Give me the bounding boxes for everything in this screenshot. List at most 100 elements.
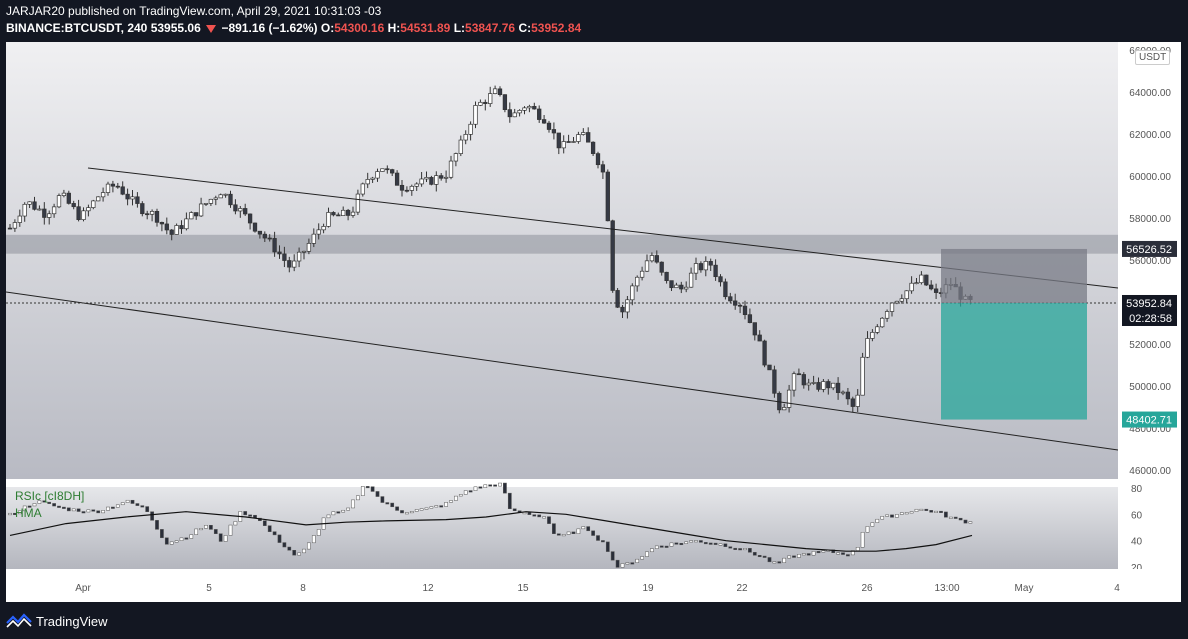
chart-area[interactable]: 66000.0064000.0062000.0060000.0058000.00… bbox=[6, 42, 1181, 602]
rsi-candle bbox=[684, 541, 689, 544]
rsi-candle bbox=[792, 555, 796, 558]
rsi-tick-label: 60 bbox=[1131, 510, 1143, 521]
candle-down bbox=[76, 206, 81, 220]
candle-up bbox=[311, 233, 316, 244]
price-tick-label: 58000.00 bbox=[1129, 214, 1171, 225]
candle-down bbox=[115, 185, 120, 188]
rsi-candle bbox=[855, 547, 860, 551]
candle-up bbox=[458, 139, 463, 154]
candle-down bbox=[537, 108, 542, 120]
rsi-candle bbox=[718, 543, 723, 546]
rsi-candle bbox=[22, 505, 27, 512]
countdown-label-bg bbox=[1122, 309, 1177, 326]
candle-up bbox=[81, 210, 86, 220]
rsi-candle bbox=[596, 535, 600, 541]
rsi-candle bbox=[576, 528, 581, 534]
candle-up bbox=[27, 201, 32, 205]
time-axis[interactable]: Apr 5 8 12 15 19 22 26 13:00 May 4 bbox=[6, 569, 1181, 602]
rsi-candle bbox=[468, 490, 473, 493]
rsi-candle bbox=[346, 507, 350, 511]
price-tick-label: 56000.00 bbox=[1129, 256, 1171, 267]
stop-loss-zone[interactable] bbox=[941, 248, 1087, 303]
time-axis-background bbox=[6, 569, 1181, 602]
candle-up bbox=[688, 272, 694, 288]
rsi-candle bbox=[836, 552, 840, 555]
rsi-candle bbox=[919, 508, 924, 511]
candle-up bbox=[875, 326, 880, 333]
symbol-label[interactable]: BINANCE:BTCUSDT, 240 bbox=[6, 21, 148, 35]
rsi-candle bbox=[277, 534, 282, 543]
candle-down bbox=[845, 391, 851, 400]
open-value: 54300.16 bbox=[334, 21, 385, 35]
candle-up bbox=[492, 88, 498, 94]
candle-up bbox=[326, 212, 331, 227]
rsi-candle bbox=[743, 548, 747, 551]
candle-down bbox=[125, 193, 130, 200]
candle-up bbox=[478, 101, 483, 106]
candle-down bbox=[140, 203, 145, 215]
pane-separator[interactable] bbox=[6, 479, 1181, 487]
candle-up bbox=[576, 134, 581, 142]
candle-up bbox=[174, 225, 179, 235]
rsi-candle bbox=[694, 540, 698, 543]
lower-channel-line[interactable] bbox=[6, 291, 1119, 451]
rsi-candle bbox=[213, 529, 218, 534]
candle-down bbox=[669, 280, 674, 289]
candle-up bbox=[703, 261, 708, 271]
candle-down bbox=[850, 398, 855, 407]
candle-down bbox=[772, 369, 777, 394]
price-chart[interactable]: 66000.0064000.0062000.0060000.0058000.00… bbox=[6, 42, 1181, 602]
candle-up bbox=[625, 299, 630, 313]
rsi-candle bbox=[331, 511, 336, 516]
rsi-candle bbox=[488, 484, 493, 487]
rsi-candle bbox=[625, 562, 630, 565]
take-profit-zone[interactable] bbox=[941, 302, 1087, 420]
rsi-candle bbox=[571, 531, 576, 534]
rsi-candle bbox=[748, 548, 752, 553]
currency-badge[interactable]: USDT bbox=[1135, 50, 1171, 65]
candle-down bbox=[615, 290, 620, 308]
rsi-candle bbox=[797, 553, 801, 558]
candle-up bbox=[17, 215, 22, 223]
candle-down bbox=[243, 208, 248, 215]
rsi-candle bbox=[552, 523, 556, 534]
rsi-candle bbox=[179, 537, 184, 541]
rsi-candle bbox=[958, 517, 963, 521]
time-tick-label: 8 bbox=[300, 583, 306, 594]
rsi-candle bbox=[302, 548, 306, 554]
candle-down bbox=[541, 119, 547, 124]
indicator-axis: 80 60 40 20 bbox=[1118, 484, 1181, 574]
rsi-candle bbox=[757, 555, 762, 558]
stop-price-label-bg bbox=[1122, 240, 1177, 257]
candle-up bbox=[105, 183, 111, 193]
footer-brand: TradingView bbox=[6, 610, 108, 632]
price-tick-label: 48000.00 bbox=[1129, 424, 1171, 435]
short-position-tool[interactable] bbox=[941, 248, 1087, 420]
price-axis[interactable]: 66000.0064000.0062000.0060000.0058000.00… bbox=[1118, 42, 1181, 479]
current-price-label-bg bbox=[1122, 294, 1177, 311]
candle-down bbox=[385, 168, 390, 171]
candle-down bbox=[595, 153, 601, 166]
rsi-candle bbox=[248, 514, 252, 517]
candle-up bbox=[22, 203, 27, 217]
candle-up bbox=[370, 177, 375, 180]
rsi-candle bbox=[581, 526, 586, 530]
candle-down bbox=[194, 212, 199, 217]
rsi-candle bbox=[493, 484, 497, 487]
time-tick-label: 26 bbox=[861, 583, 873, 594]
rsi-candle bbox=[351, 499, 355, 509]
candle-up bbox=[380, 168, 385, 172]
candle-down bbox=[502, 94, 508, 110]
rsi-candle bbox=[37, 500, 42, 504]
candle-up bbox=[419, 178, 424, 185]
time-tick-label: 22 bbox=[736, 583, 748, 594]
rsi-candle bbox=[267, 525, 272, 532]
rsi-candle bbox=[899, 512, 904, 515]
hma-line bbox=[9, 511, 973, 552]
candle-up bbox=[86, 207, 91, 212]
candle-down bbox=[439, 175, 444, 179]
candle-down bbox=[42, 208, 47, 218]
candle-down bbox=[757, 334, 762, 342]
rsi-candle bbox=[762, 555, 767, 558]
candle-down bbox=[233, 204, 238, 212]
